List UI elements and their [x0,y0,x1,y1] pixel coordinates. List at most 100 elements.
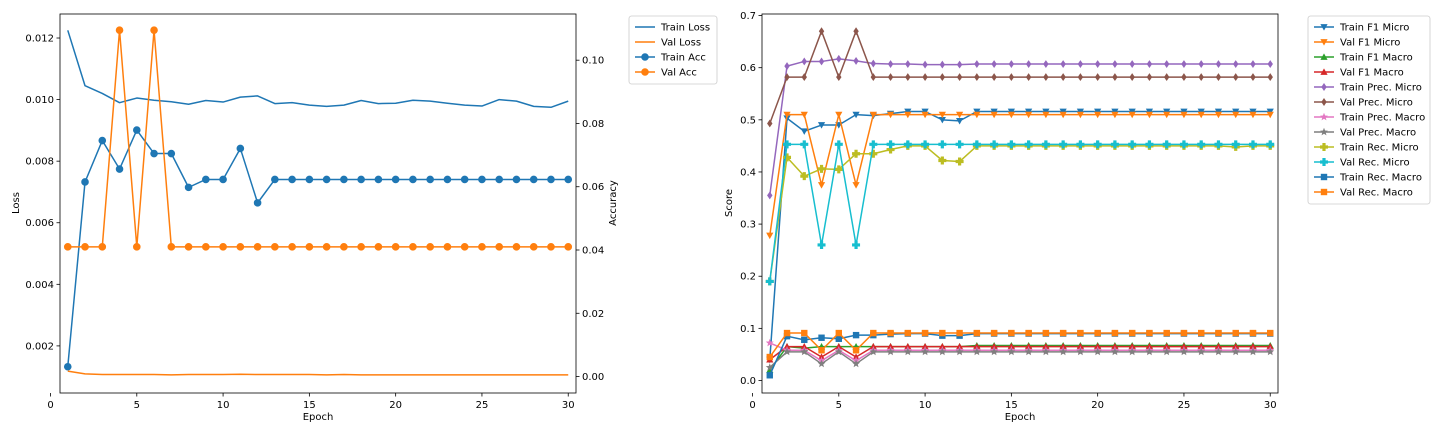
score-chart-point-train-f1-micro [938,116,946,124]
score-chart-point-train-prec-micro [853,56,859,65]
score-chart-point-train-rec-micro [852,149,861,158]
score-chart-point-val-f1-micro [904,111,912,119]
loss-chart-point-val-acc [322,243,331,251]
loss-chart-point-train-acc [271,175,279,184]
loss-chart-point-train-acc [202,175,210,184]
score-chart-point-val-f1-micro [1145,111,1154,119]
score-chart-point-val-rec-micro [1179,140,1188,149]
score-chart-point-val-rec-micro [886,140,895,149]
score-chart-line-train-rec-micro [769,145,1271,282]
loss-chart-point-train-acc [253,199,262,207]
score-chart-point-val-f1-micro [921,111,929,119]
score-chart-point-val-f1-micro [1180,111,1188,119]
loss-accuracy-chart: 0 5 10 15 20 25 30 0.0020.0040.0060.0080.0100.… [11,13,718,423]
score-chart-point-val-prec-macro [972,347,981,356]
score-chart-point-val-prec-micro [1250,73,1256,82]
loss-chart-point-train-acc [63,362,72,371]
score-chart-point-train-prec-micro [1094,60,1101,69]
loss-chart-point-val-acc [98,243,107,251]
score-chart-legend-label: Val F1 Macro [1340,68,1404,79]
score-chart-point-val-rec-macro [1215,329,1222,337]
score-chart-point-train-rec-macro [818,334,825,341]
score-chart-y-tick-label: 0.4 [740,167,756,178]
score-chart-point-val-rec-macro [973,329,981,337]
loss-chart-point-val-acc [512,243,521,251]
score-chart-point-val-rec-micro [990,140,999,149]
loss-chart-point-val-acc [271,243,279,251]
score-chart-point-val-prec-macro [990,347,999,356]
score-chart-point-train-prec-micro [1233,60,1239,69]
score-chart-point-train-prec-micro [974,60,980,69]
score-chart-line-val-f1-macro [769,345,1271,361]
score-chart-point-val-prec-micro [818,27,825,36]
score-chart-point-train-rec-micro [938,156,947,165]
score-chart-point-train-f1-micro [800,128,808,135]
loss-chart-x-tick-label: 25 [476,400,489,411]
score-chart-y-ticks: 0.0 0.1 0.2 0.3 0.4 0.5 0.6 0.7 [740,11,762,387]
score-chart-y-tick-label: 0.0 [740,376,756,387]
score-chart-point-train-prec-micro [870,59,877,68]
score-chart-legend-label: Val F1 Micro [1340,38,1400,49]
score-chart-point-val-f1-micro [1111,111,1119,119]
loss-chart-legend-item: Val Acc [635,68,697,79]
score-chart-point-train-prec-micro [1112,60,1118,69]
score-chart-point-val-rec-micro [834,140,843,149]
score-chart-point-train-prec-micro [1215,60,1222,69]
score-chart-point-val-prec-micro [939,73,946,82]
score-chart-point-train-prec-micro [1025,60,1032,69]
score-chart-point-train-prec-macro [765,338,774,347]
loss-chart-y2-tick-label: 0.10 [582,56,604,67]
loss-chart-x-label: Epoch [303,412,334,423]
loss-chart-point-train-acc [374,175,383,184]
score-chart-legend-item: Train F1 Macro [1314,53,1413,64]
score-chart-point-val-f1-micro [766,232,774,240]
score-chart-point-val-prec-micro [836,73,842,82]
loss-chart-point-val-acc [409,243,417,251]
loss-chart-point-val-acc [426,243,434,251]
score-chart-point-val-rec-macro [990,329,998,337]
score-chart-series-val-rec-macro [766,329,1274,361]
score-chart-legend-label: Val Rec. Micro [1340,158,1410,169]
loss-chart-point-train-acc [495,175,504,184]
score-chart-point-val-prec-micro [1112,73,1118,82]
score-chart-point-val-rec-micro [783,140,792,149]
score-chart-point-train-prec-micro [1043,60,1049,69]
score-chart-legend-label: Train Rec. Macro [1339,173,1422,184]
score-chart-point-train-prec-micro [887,60,894,69]
score-chart-point-val-rec-macro [904,329,912,337]
loss-chart-point-val-acc [167,243,176,251]
score-chart-point-val-prec-micro [870,73,877,82]
loss-chart-legend-label: Train Loss [660,23,710,34]
score-chart-point-val-rec-micro [1076,140,1085,149]
score-chart-point-val-rec-macro [852,347,860,354]
score-chart-point-val-prec-micro [1025,73,1032,82]
loss-chart-x-ticks: 0 5 10 15 20 25 30 [47,393,575,411]
score-chart-legend-frame [1307,15,1431,205]
score-chart-legend-item: Val Prec. Macro [1314,128,1416,139]
score-chart-point-val-prec-macro [852,359,861,368]
loss-chart-line-train-loss [67,30,569,109]
score-chart-point-val-rec-macro [1042,329,1050,337]
score-chart-point-train-prec-micro [1198,60,1204,69]
score-chart-series-val-rec-micro [765,140,1275,286]
score-chart-point-val-rec-micro [1110,140,1119,149]
score-chart-point-val-prec-micro [991,73,997,82]
score-chart-point-val-prec-macro [1231,347,1240,356]
score-chart-point-val-prec-macro [1248,347,1257,356]
loss-chart-point-train-acc [81,178,89,186]
score-chart-legend-marker [1320,53,1328,60]
score-chart-point-val-rec-macro [1025,329,1032,337]
loss-chart-point-val-acc [288,243,296,251]
score-chart-legend-marker [1320,39,1328,46]
loss-chart-point-val-acc [529,243,538,251]
score-chart-point-val-prec-macro [1214,347,1223,356]
score-chart-point-val-f1-micro [1163,111,1171,119]
score-chart-point-val-rec-micro [938,140,947,149]
loss-chart-y2-ticks: 0.00 0.02 0.04 0.06 0.08 0.10 [576,56,604,383]
loss-chart-point-val-acc [184,243,193,251]
loss-chart-y-tick-label: 0.012 [25,34,54,45]
score-chart-y-tick-label: 0.3 [740,220,756,231]
score-chart-point-val-prec-micro [1008,73,1015,82]
loss-chart-series-group [63,26,573,376]
score-chart-point-val-rec-macro [1198,329,1205,337]
